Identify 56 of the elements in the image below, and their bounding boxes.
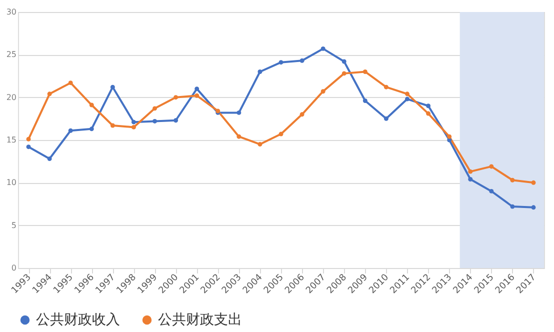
y-tick-label: 10: [6, 178, 16, 188]
point: [531, 180, 536, 185]
point: [152, 106, 157, 111]
point: [89, 126, 94, 132]
point: [194, 93, 200, 98]
point: [26, 136, 31, 142]
point: [300, 58, 304, 63]
point: [342, 59, 346, 64]
point: [405, 92, 410, 96]
point: [300, 112, 304, 117]
point: [510, 204, 515, 209]
point: [110, 123, 115, 128]
point: [258, 142, 262, 146]
point: [489, 188, 494, 194]
y-tick-label: 30: [6, 8, 16, 16]
point: [468, 169, 473, 174]
point: [447, 134, 452, 139]
point: [342, 71, 346, 76]
point: [362, 98, 368, 103]
point: [320, 46, 326, 51]
y-tick-label: 5: [11, 220, 16, 230]
legend-label: 公共财政支出: [158, 312, 242, 328]
point: [426, 111, 431, 116]
y-tick-label: 25: [6, 50, 16, 60]
y-tick-label: 15: [6, 136, 16, 144]
point: [47, 156, 52, 162]
point: [194, 86, 200, 92]
point: [26, 144, 31, 150]
point: [510, 178, 515, 182]
point: [489, 164, 494, 169]
point: [531, 205, 536, 210]
point: [174, 118, 178, 123]
point: [131, 120, 136, 124]
point: [278, 60, 284, 65]
point: [131, 124, 136, 130]
y-tick-label: 20: [6, 92, 16, 102]
point: [258, 70, 262, 74]
point: [236, 134, 242, 139]
point: [68, 128, 73, 133]
point: [405, 96, 410, 102]
point: [47, 92, 52, 96]
point: [68, 80, 73, 86]
point: [174, 95, 178, 100]
legend-label: 公共财政收入: [36, 312, 120, 328]
point: [278, 132, 284, 136]
y-tick-label: 0: [11, 264, 16, 272]
point: [236, 110, 242, 115]
point: [384, 84, 388, 90]
point: [320, 89, 326, 94]
point: [89, 102, 94, 108]
point: [110, 84, 115, 90]
point: [362, 70, 368, 74]
point: [384, 116, 388, 121]
point: [152, 118, 157, 124]
point: [468, 177, 473, 182]
point: [426, 104, 431, 108]
